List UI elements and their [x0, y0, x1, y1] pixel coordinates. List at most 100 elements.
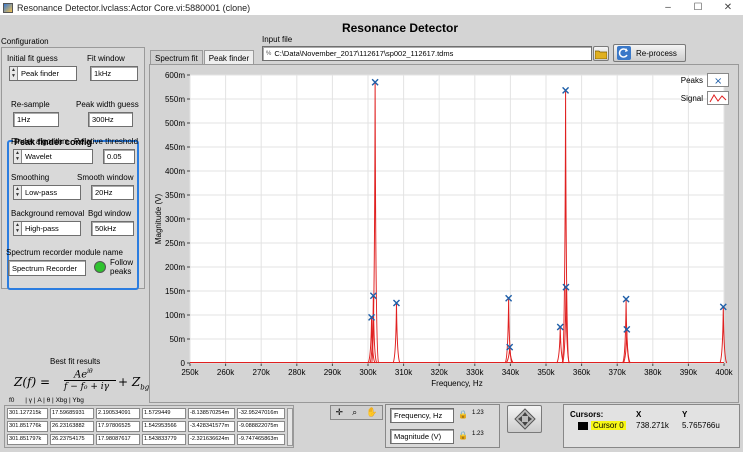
y-tick-label: 500m — [165, 119, 185, 128]
browse-folder-button[interactable] — [593, 46, 609, 61]
fit-cell[interactable]: 301.851776k — [7, 421, 48, 432]
y-tick-label: 50m — [169, 335, 185, 344]
y-scale-name[interactable]: Magnitude (V) — [390, 429, 454, 444]
fit-cell[interactable]: 2.190534091 — [96, 408, 140, 419]
resample-field[interactable]: 1Hz — [13, 112, 59, 127]
fit-cell[interactable]: -32.95247016m — [237, 408, 285, 419]
reprocess-button[interactable]: Re-process — [613, 44, 686, 62]
background-removal-label: Background removal — [11, 209, 85, 218]
smooth-window-label: Smooth window — [77, 173, 134, 182]
y-tick-label: 400m — [165, 167, 185, 176]
fit-results-table[interactable]: 301.127215k 17.59685931 2.190534091 1.57294… — [4, 405, 294, 448]
fit-cell[interactable]: 301.127215k — [7, 408, 48, 419]
x-tick-label: 350k — [537, 368, 555, 377]
legend-signal[interactable]: Signal — [681, 91, 729, 105]
cursors-title: Cursors: — [570, 410, 604, 419]
fit-window-field[interactable]: 1kHz — [90, 66, 138, 81]
fit-cell[interactable]: 17.98087617 — [96, 434, 140, 445]
cursor-move-button[interactable] — [507, 405, 542, 433]
y-tick-label: 600m — [165, 71, 185, 80]
fit-cell[interactable]: 17.59685931 — [50, 408, 94, 419]
bgd-window-label: Bgd window — [88, 209, 132, 218]
peak-marker — [719, 303, 727, 311]
spin-arrows-icon[interactable]: ▲ ▼ — [14, 186, 22, 199]
spin-arrows-icon[interactable]: ▲ ▼ — [14, 222, 22, 235]
bgd-window-field[interactable]: 50kHz — [91, 221, 134, 236]
peak-finder-graph[interactable]: 250k 260k 270k 280k 290k 300k 310k 320k 330k 340k… — [149, 64, 739, 403]
path-icon: % — [266, 50, 272, 57]
smoothing-label: Smoothing — [11, 173, 50, 182]
tab-peak-finder[interactable]: Peak finder — [203, 50, 255, 66]
reprocess-label: Re-process — [636, 48, 677, 58]
x-tick-label: 260k — [217, 368, 235, 377]
fit-cell[interactable]: 26.23754175 — [50, 434, 94, 445]
follow-peaks-label: Follow peaks — [110, 258, 134, 276]
y-tick-label: 150m — [165, 287, 185, 296]
configuration-title: Configuration — [1, 37, 49, 46]
peak-marker — [556, 323, 564, 331]
minimize-button[interactable]: – — [665, 2, 671, 13]
tab-bar: Spectrum fit Peak finder — [150, 50, 255, 66]
tab-spectrum-fit[interactable]: Spectrum fit — [150, 50, 203, 66]
peak-finder-config-group: Peak finder config — [7, 137, 139, 290]
cursor-color-icon[interactable] — [578, 422, 588, 430]
crosshair-tool-icon[interactable]: ✛ — [335, 407, 344, 417]
fit-cell[interactable]: -3.428341577m — [188, 421, 235, 432]
fit-cell[interactable]: 1.543833779 — [142, 434, 186, 445]
fit-cell[interactable]: 17.97806525 — [96, 421, 140, 432]
fit-cell[interactable]: -9.088822075m — [237, 421, 285, 432]
spectrum-chart[interactable]: 250k 260k 270k 280k 290k 300k 310k 320k 330k 340k… — [150, 65, 738, 402]
fit-cell[interactable]: 1.5729449 — [142, 408, 186, 419]
legend-peaks[interactable]: Peaks × — [681, 73, 729, 87]
finder-algorithm-select[interactable]: ▲ ▼ Wavelet — [13, 149, 93, 164]
background-removal-select[interactable]: ▲ ▼ High-pass — [13, 221, 81, 236]
follow-peaks-led[interactable] — [94, 261, 106, 273]
x-tick-label: 390k — [680, 368, 698, 377]
spin-arrows-icon[interactable]: ▲ ▼ — [10, 67, 18, 80]
y-axis-label: Magnitude (V) — [154, 194, 163, 245]
cursor-legend: Cursors: X Y Cursor 0 738.271k 5.765766u — [563, 404, 740, 448]
pan-hand-icon[interactable]: ✋ — [366, 407, 378, 417]
maximize-button[interactable]: ☐ — [693, 2, 703, 13]
legend-peaks-label: Peaks — [680, 75, 703, 85]
spectrum-recorder-field[interactable]: Spectrum Recorder — [8, 260, 86, 276]
cursor-name[interactable]: Cursor 0 — [591, 421, 626, 430]
window-titlebar: Resonance Detector.lvclass:Actor Core.vi… — [0, 0, 743, 15]
peak-marker — [505, 294, 513, 302]
peak-marker — [369, 292, 377, 300]
diamond-move-icon — [513, 408, 536, 430]
fit-cell[interactable]: -2.321636624m — [188, 434, 235, 445]
formula-tail: + Zbg — [118, 375, 150, 392]
y-tick-label: 550m — [165, 95, 185, 104]
input-file-path: C:\Data\November_2017\112617\sp002_11261… — [274, 49, 454, 58]
x-format-button[interactable]: 1.23 — [472, 410, 484, 416]
peak-width-label: Peak width guess — [76, 100, 139, 109]
x-scale-name[interactable]: Frequency, Hz — [390, 408, 454, 423]
fit-cell[interactable]: -9.747465863m — [237, 434, 285, 445]
y-tick-label: 200m — [165, 263, 185, 272]
y-tick-label: 250m — [165, 239, 185, 248]
fit-cell[interactable]: -8.138570254m — [188, 408, 235, 419]
peak-width-field[interactable]: 300Hz — [88, 112, 133, 127]
table-scrollbar[interactable] — [287, 408, 293, 446]
close-button[interactable]: ✕ — [723, 2, 733, 13]
fit-cell[interactable]: 1.542953566 — [142, 421, 186, 432]
relative-threshold-field[interactable]: 0.05 — [103, 149, 135, 164]
y-tick-label: 350m — [165, 191, 185, 200]
fit-cell[interactable]: 301.851797k — [7, 434, 48, 445]
y-format-button[interactable]: 1.23 — [472, 431, 484, 437]
spin-arrows-icon[interactable]: ▲ ▼ — [14, 150, 22, 163]
peak-marker — [562, 86, 570, 94]
y-lock-icon[interactable]: 🔒 — [458, 431, 468, 440]
formula-denominator: f − f₀ + iγ — [64, 382, 110, 392]
fit-cell[interactable]: 26.23163882 — [50, 421, 94, 432]
x-lock-icon[interactable]: 🔒 — [458, 410, 468, 419]
initial-fit-guess-select[interactable]: ▲ ▼ Peak finder — [9, 66, 77, 81]
x-tick-label: 290k — [324, 368, 342, 377]
y-tick-label: 450m — [165, 143, 185, 152]
smoothing-select[interactable]: ▲ ▼ Low-pass — [13, 185, 81, 200]
zoom-tool-icon[interactable]: ⌕ — [352, 407, 358, 417]
input-file-field[interactable]: % C:\Data\November_2017\112617\sp002_112… — [262, 46, 592, 61]
spectrum-recorder-label: Spectrum recorder module name — [6, 248, 123, 257]
smooth-window-field[interactable]: 20Hz — [91, 185, 134, 200]
